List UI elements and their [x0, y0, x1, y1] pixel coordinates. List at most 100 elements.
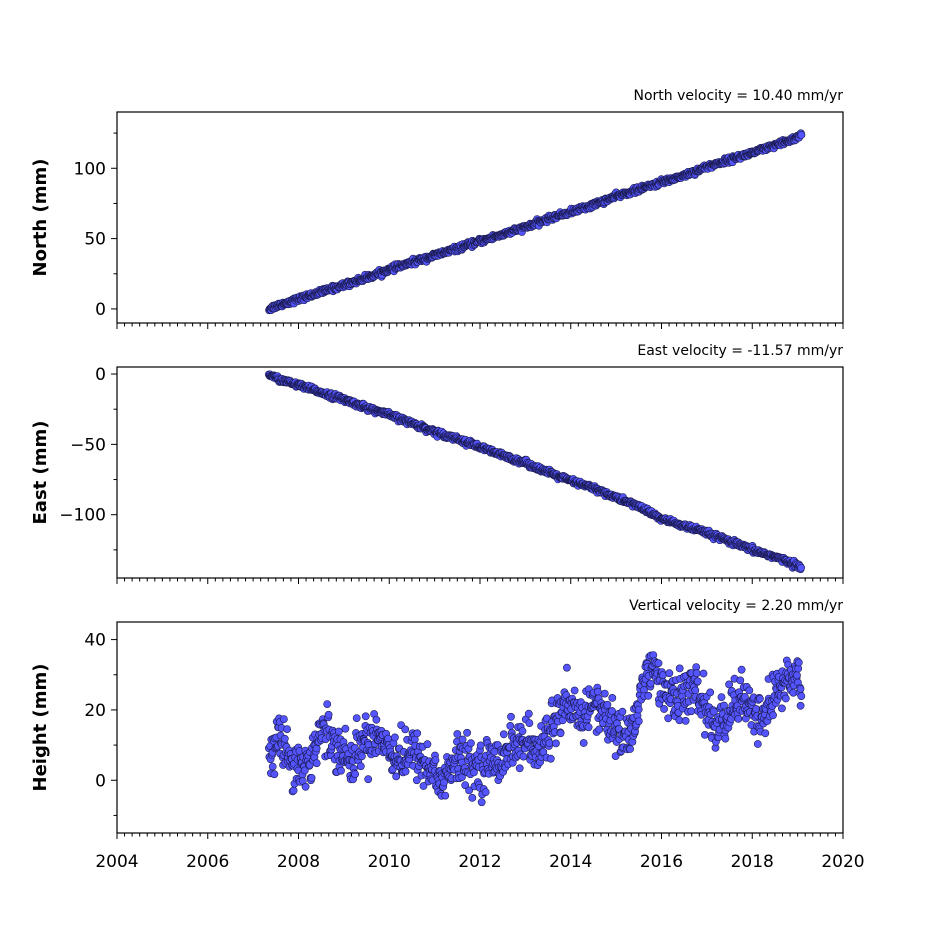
panels-container: North velocity = 10.40 mm/yr North (mm) 0 5…: [30, 88, 865, 872]
data-point: [324, 701, 331, 708]
data-point: [269, 763, 276, 770]
y-axis-label-north: North (mm): [30, 159, 51, 277]
data-point: [700, 670, 707, 677]
data-point: [756, 695, 763, 702]
data-point: [365, 776, 372, 783]
data-point: [290, 787, 297, 794]
data-point: [692, 687, 699, 694]
data-point: [627, 745, 634, 752]
data-point: [665, 715, 672, 722]
data-point: [793, 672, 800, 679]
data-point: [507, 713, 514, 720]
data-point: [676, 665, 683, 672]
data-points-height: [265, 652, 805, 806]
panel-title-height: Vertical velocity = 2.20 mm/yr: [629, 598, 843, 614]
data-point: [753, 705, 760, 712]
data-point: [393, 773, 400, 780]
data-point: [547, 755, 554, 762]
y-tick-label: 100: [74, 159, 106, 179]
data-point: [546, 739, 553, 746]
data-point: [469, 794, 476, 801]
data-point: [313, 745, 320, 752]
data-point: [594, 688, 601, 695]
data-point: [424, 741, 431, 748]
data-point: [563, 664, 570, 671]
panel-title-north: North velocity = 10.40 mm/yr: [633, 88, 843, 104]
data-points-east: [265, 371, 805, 573]
data-point: [442, 792, 449, 799]
data-point: [661, 705, 668, 712]
data-point: [507, 722, 514, 729]
data-point: [694, 678, 701, 685]
data-point: [362, 713, 369, 720]
x-tick-label: 2006: [186, 852, 229, 872]
data-point: [797, 702, 804, 709]
data-point: [782, 695, 789, 702]
y-tick-label: 20: [84, 701, 106, 721]
data-point: [737, 677, 744, 684]
data-point: [738, 666, 745, 673]
data-point: [608, 707, 615, 714]
data-point: [647, 680, 654, 687]
panel-north: North velocity = 10.40 mm/yr North (mm) 0 5…: [30, 88, 843, 329]
data-point: [464, 729, 471, 736]
x-tick-label: 2020: [821, 852, 864, 872]
y-tick-label: 50: [84, 230, 106, 250]
data-point: [357, 763, 364, 770]
axes-frame-north: [117, 112, 843, 323]
data-point: [520, 753, 527, 760]
data-point: [284, 726, 291, 733]
gnss-time-series-figure: North velocity = 10.40 mm/yr North (mm) 0 5…: [0, 0, 937, 937]
data-point: [414, 730, 421, 737]
data-point: [735, 715, 742, 722]
data-point: [391, 734, 398, 741]
data-point: [402, 726, 409, 733]
y-tick-label: 0: [95, 771, 106, 791]
data-point: [358, 753, 365, 760]
data-point: [313, 760, 320, 767]
x-tick-label: 2004: [95, 852, 138, 872]
data-point: [467, 740, 474, 747]
data-point: [718, 694, 725, 701]
data-point: [778, 705, 785, 712]
data-point: [335, 728, 342, 735]
data-point: [722, 735, 729, 742]
data-point: [280, 716, 287, 723]
data-point: [645, 692, 652, 699]
data-point: [693, 670, 700, 677]
y-tick-label: −100: [59, 506, 106, 526]
data-point: [659, 672, 666, 679]
y-axis-label-east: East (mm): [30, 421, 51, 525]
data-point: [762, 730, 769, 737]
y-tick-label: 40: [84, 631, 106, 651]
x-tick-label: 2014: [549, 852, 592, 872]
data-point: [477, 742, 484, 749]
data-point: [491, 748, 498, 755]
data-point: [308, 774, 315, 781]
x-tick-label: 2008: [277, 852, 320, 872]
y-tick-label: 0: [95, 365, 106, 385]
data-point: [557, 730, 564, 737]
data-point: [754, 740, 761, 747]
data-point: [798, 564, 805, 571]
data-point: [701, 731, 708, 738]
data-point: [688, 708, 695, 715]
data-point: [342, 725, 349, 732]
data-point: [519, 728, 526, 735]
data-point: [746, 687, 753, 694]
x-tick-label: 2010: [368, 852, 411, 872]
panel-east: East velocity = -11.57 mm/yr East (mm) 0 −5…: [30, 343, 843, 584]
y-tick-label: −50: [70, 435, 106, 455]
data-point: [337, 767, 344, 774]
data-point: [707, 689, 714, 696]
data-point: [302, 783, 309, 790]
panel-height: Vertical velocity = 2.20 mm/yr Height (mm…: [30, 598, 865, 872]
y-tick-label: 0: [95, 300, 106, 320]
x-tick-label: 2012: [458, 852, 501, 872]
data-point: [459, 736, 466, 743]
data-point: [601, 690, 608, 697]
data-point: [526, 720, 533, 727]
data-point: [585, 724, 592, 731]
data-point: [635, 706, 642, 713]
data-point: [516, 765, 523, 772]
